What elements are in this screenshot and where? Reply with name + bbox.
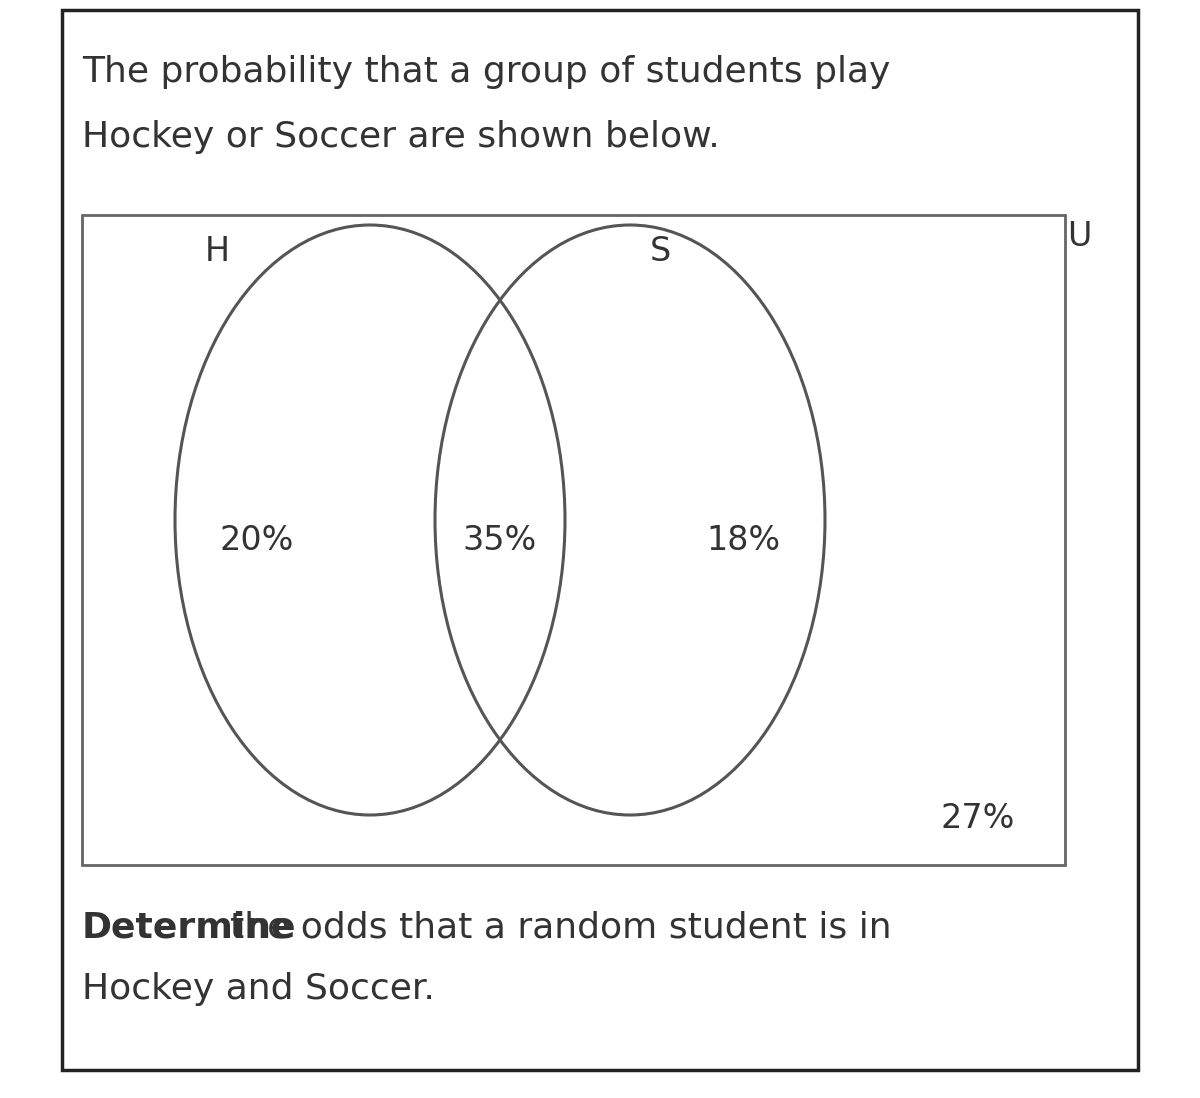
Text: S: S [650, 235, 671, 268]
Text: 27%: 27% [941, 802, 1015, 834]
Text: Hockey and Soccer.: Hockey and Soccer. [82, 972, 434, 1006]
Bar [82, 215, 1066, 865]
Text: Hockey or Soccer are shown below.: Hockey or Soccer are shown below. [82, 120, 720, 154]
Text: The probability that a group of students play: The probability that a group of students… [82, 55, 890, 89]
Text: 20%: 20% [220, 524, 294, 557]
Text: 18%: 18% [706, 524, 780, 557]
Text: H: H [205, 235, 230, 268]
Text: U: U [1067, 220, 1091, 253]
Text: Determine: Determine [82, 910, 296, 944]
Text: 35%: 35% [463, 524, 538, 557]
Text: the odds that a random student is in: the odds that a random student is in [230, 910, 892, 944]
Bar [62, 10, 1138, 1069]
